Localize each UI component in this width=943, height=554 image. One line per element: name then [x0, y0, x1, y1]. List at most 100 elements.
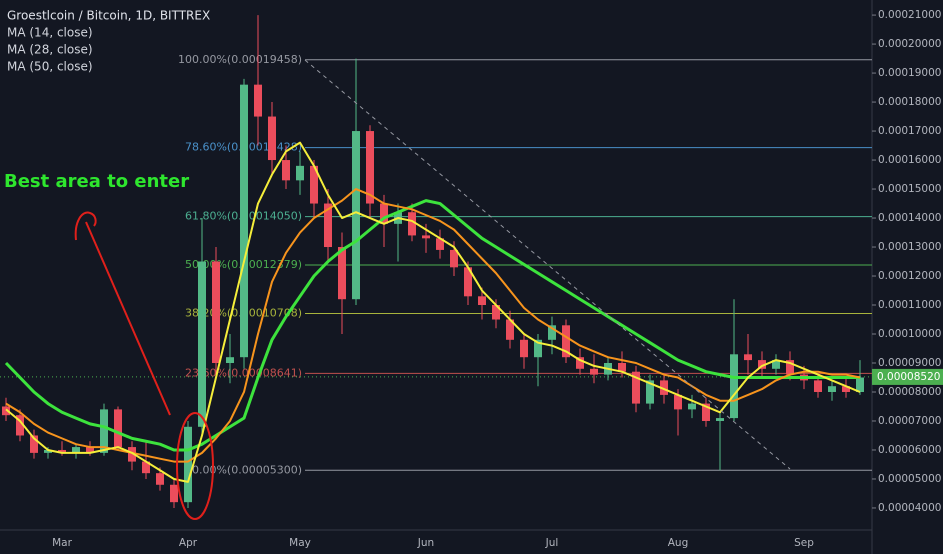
x-tick-label: Mar: [52, 537, 72, 549]
candle-body: [436, 238, 444, 250]
candle-body: [590, 368, 598, 375]
candle-body: [240, 84, 248, 358]
candle-body: [156, 473, 164, 485]
candle-body: [338, 247, 346, 300]
candle-body: [184, 426, 192, 503]
y-tick-label: 0.00015000: [878, 183, 941, 195]
plot-area: 100.00%(0.00019458)78.60%(0.00016428)61.…: [0, 15, 872, 508]
annotation-text: Best area to enter: [4, 171, 189, 192]
candle-body: [618, 362, 626, 372]
ma-line: [5, 141, 861, 483]
annotation-arrow-head: [74, 211, 97, 241]
candle-body: [450, 249, 458, 268]
candle-body: [352, 131, 360, 300]
candle-body: [142, 461, 150, 474]
y-tick-label: 0.00012000: [878, 270, 941, 282]
candle-body: [44, 449, 52, 453]
annotation-ellipse: [176, 412, 214, 520]
candle-body: [422, 235, 430, 239]
candle-body: [576, 357, 584, 369]
candle-body: [128, 447, 136, 462]
current-price-tag: [872, 368, 943, 385]
candle-body: [716, 418, 724, 421]
candle-body: [310, 165, 318, 204]
candle-body: [772, 360, 780, 369]
candle-body: [660, 380, 668, 395]
candle-body: [786, 360, 794, 375]
y-tick-label: 0.00014000: [878, 212, 941, 224]
candle-body: [688, 403, 696, 410]
y-tick-label: 0.00008000: [878, 386, 941, 398]
candle-body: [730, 354, 738, 419]
candle-body: [58, 449, 66, 453]
candle-body: [114, 409, 122, 448]
chart-title: Groestlcoin / Bitcoin, 1D, BITTREX: [7, 9, 210, 23]
candle-body: [30, 435, 38, 453]
candle-body: [520, 339, 528, 358]
annotation-arrow: [85, 221, 171, 416]
candle-body: [632, 371, 640, 404]
candle-body: [296, 165, 304, 181]
y-tick-label: 0.00004000: [878, 502, 941, 514]
candle-body: [562, 325, 570, 358]
x-tick-label: Sep: [794, 537, 814, 549]
fib-level-label: 100.00%(0.00019458): [178, 53, 302, 66]
ma-line: [4, 199, 860, 452]
fib-trend-line: [304, 59, 791, 470]
legend-entry: MA (28, close): [7, 43, 93, 57]
y-tick-label: 0.00019000: [878, 67, 941, 79]
y-tick-label: 0.00010000: [878, 328, 941, 340]
candle-body: [268, 116, 276, 161]
candle-body: [380, 203, 388, 224]
candle-body: [2, 406, 10, 416]
legend-entry: MA (14, close): [7, 26, 93, 40]
candle-body: [198, 261, 206, 427]
y-tick-label: 0.00007000: [878, 415, 941, 427]
candle-body: [212, 261, 220, 363]
x-tick-label: May: [289, 537, 311, 549]
y-tick-label: 0.00017000: [878, 125, 941, 137]
price-axis: 0.00004000 0.00005000 0.00006000 0.00007000…: [872, 9, 943, 514]
y-tick-label: 0.00005000: [878, 473, 941, 485]
ma-line: [5, 188, 861, 463]
fib-level-label: 23.60%(0.00008641): [185, 366, 302, 379]
candle-body: [674, 394, 682, 410]
candle-body: [758, 360, 766, 369]
y-tick-label: 0.00006000: [878, 444, 941, 456]
candle-body: [254, 84, 262, 117]
candle-body: [744, 354, 752, 361]
candle-body: [366, 131, 374, 204]
legend-entry: MA (50, close): [7, 60, 93, 74]
candle-body: [548, 325, 556, 340]
candle-body: [534, 339, 542, 358]
candle-body: [828, 386, 836, 392]
y-tick-label: 0.00016000: [878, 154, 941, 166]
candle-body: [702, 403, 710, 421]
x-tick-label: Aug: [668, 537, 689, 549]
candle-body: [282, 160, 290, 181]
y-tick-label: 0.00021000: [878, 9, 941, 21]
candle-body: [324, 203, 332, 248]
candle-body: [506, 319, 514, 340]
candle-body: [814, 380, 822, 392]
candle-body: [170, 484, 178, 503]
fib-level-label: 0.00%(0.00005300): [192, 463, 302, 476]
y-tick-label: 0.00018000: [878, 96, 941, 108]
y-tick-label: 0.00020000: [878, 38, 941, 50]
x-tick-label: Jul: [545, 537, 559, 549]
candle-body: [842, 386, 850, 392]
x-tick-label: Apr: [179, 537, 198, 549]
y-tick-label: 0.00011000: [878, 299, 941, 311]
x-tick-label: Jun: [417, 537, 434, 549]
candle-body: [464, 267, 472, 297]
candle-body: [86, 447, 94, 453]
candle-body: [72, 447, 80, 453]
candle-body: [226, 357, 234, 363]
candle-body: [856, 377, 864, 392]
candle-body: [478, 296, 486, 306]
candle-body: [100, 409, 108, 453]
y-tick-label: 0.00009000: [878, 357, 941, 369]
candle-body: [408, 212, 416, 236]
current-price-label: 0.00008520: [877, 371, 940, 383]
